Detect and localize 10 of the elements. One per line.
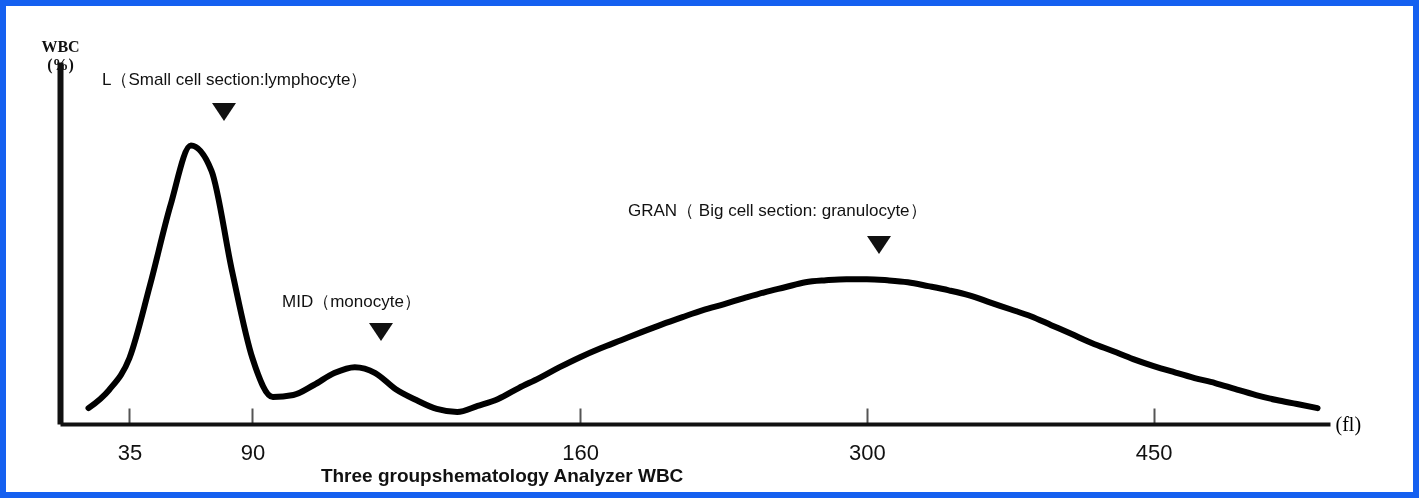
annotation: MID（monocyte）	[282, 291, 421, 313]
x-tick-label: 450	[1135, 439, 1173, 465]
x-tick-label: 300	[849, 439, 886, 465]
text: Three groupshematology Analyzer WBC	[320, 465, 684, 486]
x-tick-label: 35	[117, 439, 143, 465]
x-axis-title: (fl)	[1335, 412, 1362, 436]
x-tick-label: 160	[562, 439, 599, 465]
x-tick-label: 90	[240, 439, 266, 465]
text: L（Small cell section:lymphocyte）	[102, 69, 368, 91]
annotation: GRAN（ Big cell section: granulocyte）	[628, 200, 927, 222]
